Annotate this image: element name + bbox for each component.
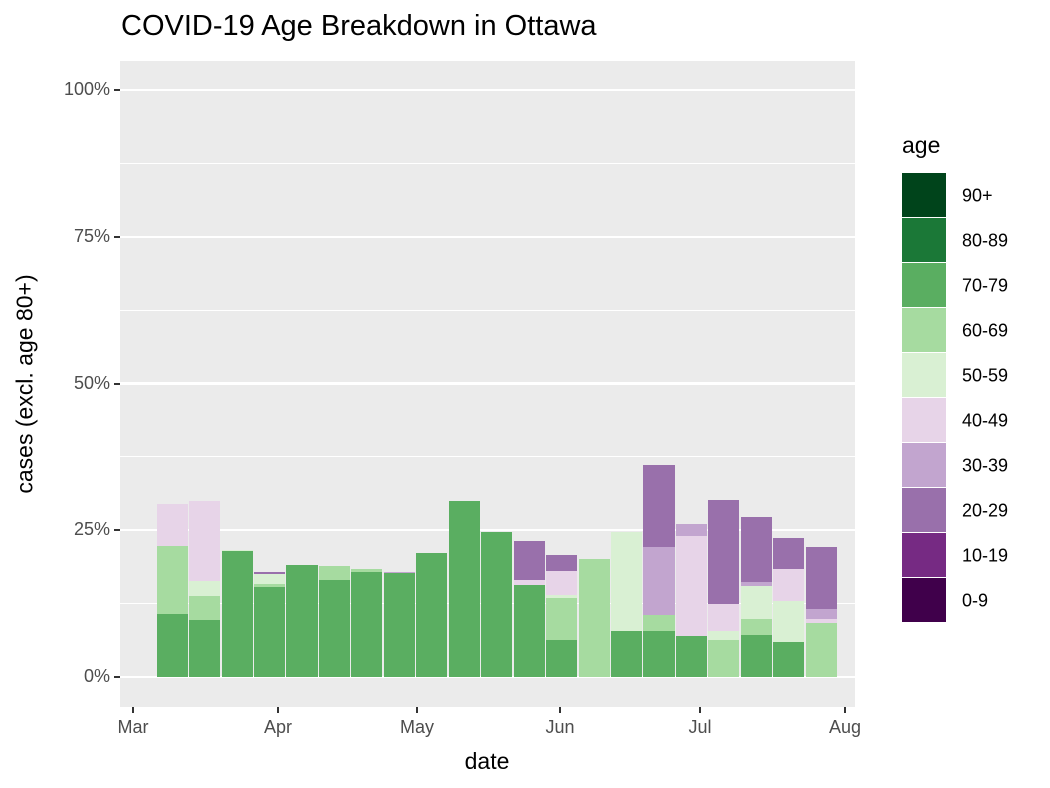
bar-segment bbox=[254, 587, 286, 677]
bar-segment bbox=[546, 640, 578, 677]
x-tick-label: May bbox=[399, 717, 434, 737]
x-tick-label: Apr bbox=[263, 717, 292, 737]
legend-swatch bbox=[902, 353, 946, 397]
x-tick-mark bbox=[132, 707, 134, 713]
legend-swatch bbox=[902, 173, 946, 217]
bar-segment bbox=[416, 553, 448, 677]
bar-segment bbox=[643, 630, 675, 677]
legend-swatch bbox=[902, 443, 946, 487]
bar-segment bbox=[610, 631, 643, 677]
legend-swatch bbox=[902, 218, 946, 262]
x-tick-mark bbox=[844, 707, 846, 713]
legend-label: 40-49 bbox=[962, 410, 1009, 430]
gridline-major bbox=[120, 529, 855, 532]
bar-segment bbox=[805, 622, 837, 677]
legend-key: 80-89 bbox=[902, 218, 1050, 263]
bar-segment bbox=[708, 640, 740, 677]
y-tick-label: 50% bbox=[73, 372, 110, 393]
x-tick-label: Jun bbox=[545, 717, 575, 737]
legend-label: 0-9 bbox=[962, 590, 989, 610]
y-tick-mark bbox=[114, 382, 120, 385]
gridline-minor bbox=[120, 456, 855, 458]
y-tick-mark bbox=[114, 676, 120, 678]
x-tick-label: Jul bbox=[688, 717, 712, 737]
legend-swatch bbox=[902, 308, 946, 352]
legend-swatch bbox=[902, 488, 946, 532]
x-tick-mark bbox=[416, 707, 418, 713]
legend-label: 20-29 bbox=[962, 500, 1009, 520]
legend-label: 70-79 bbox=[962, 275, 1009, 295]
bar-segment bbox=[383, 572, 415, 677]
gridline-minor bbox=[120, 162, 855, 164]
y-axis-title: cases (excl. age 80+) bbox=[11, 274, 38, 494]
legend-key: 60-69 bbox=[902, 308, 1050, 353]
gridline-major bbox=[120, 235, 855, 238]
bar-segment bbox=[675, 636, 707, 677]
gridline-minor bbox=[120, 309, 855, 311]
x-tick-label: Mar bbox=[117, 717, 149, 737]
legend-label: 90+ bbox=[962, 185, 993, 205]
gridline-major bbox=[120, 675, 855, 679]
legend-swatch bbox=[902, 263, 946, 307]
x-axis-title: date bbox=[464, 748, 510, 774]
legend-swatch bbox=[902, 578, 946, 622]
legend-key: 40-49 bbox=[902, 398, 1050, 443]
chart-title: COVID-19 Age Breakdown in Ottawa bbox=[121, 10, 597, 42]
legend-label: 30-39 bbox=[962, 455, 1009, 475]
legend-label: 80-89 bbox=[962, 230, 1009, 250]
bar-segment bbox=[740, 635, 772, 677]
x-tick-mark bbox=[559, 707, 561, 713]
bar-segment bbox=[156, 614, 188, 677]
legend-key: 50-59 bbox=[902, 353, 1050, 398]
y-tick-mark bbox=[114, 235, 120, 238]
bar-segment bbox=[448, 500, 480, 677]
x-tick-label: Aug bbox=[828, 717, 862, 737]
legend-swatch bbox=[902, 398, 946, 442]
legend-key: 0-9 bbox=[902, 578, 1050, 623]
legend-key: 90+ bbox=[902, 173, 1050, 218]
gridline-major bbox=[120, 382, 855, 385]
legend-title: age bbox=[902, 132, 941, 158]
legend-label: 60-69 bbox=[962, 320, 1009, 340]
legend-key: 20-29 bbox=[902, 488, 1050, 533]
y-tick-label: 75% bbox=[73, 225, 110, 246]
legend-label: 10-19 bbox=[962, 545, 1009, 565]
legend-key: 70-79 bbox=[902, 263, 1050, 308]
x-tick-mark bbox=[277, 707, 279, 713]
legend-swatch bbox=[902, 533, 946, 577]
y-tick-label: 0% bbox=[83, 666, 110, 686]
plot-area bbox=[120, 61, 855, 707]
y-tick-label: 25% bbox=[73, 519, 110, 540]
x-tick-mark bbox=[699, 707, 701, 713]
legend-key: 30-39 bbox=[902, 443, 1050, 488]
bar-segment bbox=[513, 584, 545, 677]
bar-segment bbox=[481, 532, 513, 677]
legend-label: 50-59 bbox=[962, 365, 1009, 385]
bar-segment bbox=[189, 620, 221, 677]
y-tick-label: 100% bbox=[63, 79, 110, 99]
bar-segment bbox=[351, 571, 383, 677]
legend-key: 10-19 bbox=[902, 533, 1050, 578]
bar-segment bbox=[318, 579, 351, 677]
bar-segment bbox=[286, 565, 318, 677]
bar-segment bbox=[221, 550, 253, 677]
y-tick-mark bbox=[114, 529, 120, 532]
gridline-major bbox=[120, 88, 855, 92]
bar-segment bbox=[578, 559, 610, 677]
y-tick-mark bbox=[114, 89, 120, 91]
bar-segment bbox=[773, 642, 805, 677]
